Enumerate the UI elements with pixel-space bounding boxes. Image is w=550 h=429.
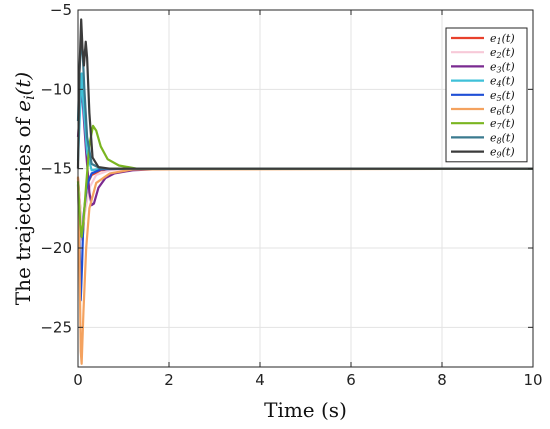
legend-label: e2(t) (490, 46, 515, 60)
y-axis-label: The trajectories of ei(t) (11, 72, 38, 305)
y-tick-label: −25 (40, 318, 72, 336)
y-tick-label: −10 (40, 80, 72, 98)
legend-label: e6(t) (490, 103, 515, 117)
x-tick-label: 10 (523, 371, 542, 389)
y-tick-label: −20 (40, 239, 72, 257)
y-tick-label: −5 (50, 1, 72, 19)
legend-label: e8(t) (490, 131, 515, 145)
x-tick-label: 2 (164, 371, 174, 389)
series-line-e9t (76, 18, 533, 170)
plot-frame (77, 9, 534, 368)
x-tick-label: 0 (73, 371, 83, 389)
legend-label: e5(t) (490, 89, 515, 103)
legend-label: e3(t) (490, 60, 515, 74)
legend-label: e4(t) (490, 75, 515, 89)
legend: e1(t)e2(t)e3(t)e4(t)e5(t)e6(t)e7(t)e8(t)… (445, 27, 528, 163)
axis-ticks: 0 2 4 6 8 10 −5 −10 −15 −20 −25 (40, 1, 542, 389)
legend-label: e1(t) (490, 32, 515, 46)
x-tick-label: 6 (346, 371, 356, 389)
x-tick-label: 4 (255, 371, 265, 389)
series-line-e6t (76, 167, 534, 365)
series-line-e7t (76, 124, 533, 238)
y-tick-label: −15 (40, 160, 72, 178)
series-layer (76, 18, 534, 365)
legend-label: e9(t) (490, 146, 515, 160)
x-tick-label: 8 (437, 371, 447, 389)
x-axis-label: Time (s) (264, 398, 347, 422)
legend-label: e7(t) (490, 117, 515, 131)
